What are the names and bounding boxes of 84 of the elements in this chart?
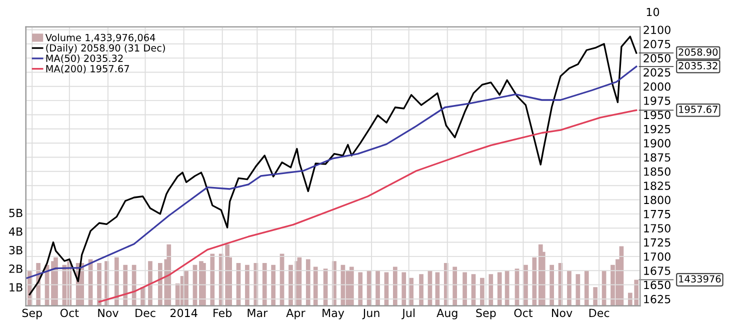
annotation: 2058.90 xyxy=(678,48,718,56)
x-tick-label: Oct xyxy=(514,308,533,318)
x-tick-label: Dec xyxy=(589,308,610,318)
y2-tick-label: 4B xyxy=(8,228,22,236)
x-tick-label: Feb xyxy=(214,308,232,318)
bar xyxy=(452,266,458,306)
bar xyxy=(288,264,293,306)
x-tick-label: Apr xyxy=(286,308,306,320)
y-tick-label: 1750 xyxy=(644,224,670,232)
bar xyxy=(210,254,215,306)
y-tick-label: 1925 xyxy=(644,124,670,134)
legend-label: MA(50) 2035.32 xyxy=(46,54,123,64)
legend-label: Volume 1,433,976,064 xyxy=(45,34,156,42)
x-tick-label: Nov xyxy=(98,308,118,318)
y-tick-label: 1900 xyxy=(644,139,670,148)
y2-tick-label: 3B xyxy=(9,246,22,254)
bar xyxy=(497,272,502,306)
bar xyxy=(462,272,467,306)
text: 1433976 xyxy=(679,275,721,283)
bar xyxy=(114,257,119,306)
x-tick-label: Dec xyxy=(136,308,156,318)
bar xyxy=(158,263,162,306)
y-tick-label: 1700 xyxy=(644,252,670,261)
bar xyxy=(271,264,276,306)
bar xyxy=(392,266,398,306)
bar xyxy=(402,272,406,306)
bar xyxy=(480,278,484,306)
y-tick-label: 1950 xyxy=(644,110,670,120)
y2-tick-label: 1B xyxy=(10,283,22,292)
x-tick-label: Mar xyxy=(248,308,268,318)
bar xyxy=(245,264,250,306)
bar xyxy=(306,259,310,306)
line-series xyxy=(26,66,638,279)
x-tick-label: Sep xyxy=(476,308,496,320)
x-tick-label: 2014 xyxy=(170,308,198,318)
y2-tick-label: 5B xyxy=(9,208,22,218)
y-tick-label: 2000 xyxy=(644,82,670,91)
bar xyxy=(202,263,206,306)
x-tick-label: Nov xyxy=(552,308,572,318)
annotation: 2035.32 xyxy=(678,62,718,70)
bar xyxy=(532,257,537,306)
annotation: 1957.67 xyxy=(679,106,718,114)
bar xyxy=(313,266,318,306)
x-tick-label: May xyxy=(322,308,344,320)
y-tick-label: 2025 xyxy=(644,68,670,77)
bar xyxy=(376,270,380,306)
bar xyxy=(97,263,102,306)
bar xyxy=(358,272,363,306)
y-tick-label: 1675 xyxy=(644,266,670,275)
bar xyxy=(349,266,354,306)
bar xyxy=(148,261,152,306)
legend-label: (Daily) 2058.90 (31 Dec) xyxy=(46,44,165,54)
y-tick-label: 2100 xyxy=(644,26,670,34)
y-tick-label: 1775 xyxy=(644,210,670,218)
line-series xyxy=(98,109,638,303)
text: 10 xyxy=(646,8,660,16)
bar xyxy=(488,274,494,306)
bar xyxy=(567,270,572,306)
y-tick-label: 1800 xyxy=(644,196,670,204)
y-tick-label: 2050 xyxy=(644,54,670,62)
x-tick-label: Jun xyxy=(362,308,380,320)
bar xyxy=(54,257,58,306)
bar xyxy=(262,263,267,306)
y-tick-label: 1850 xyxy=(644,167,670,176)
bar xyxy=(419,274,424,306)
bar xyxy=(524,264,528,306)
y-tick-label: 1625 xyxy=(644,294,670,304)
x-tick-label: Oct xyxy=(60,308,79,318)
x-tick-label: Sep xyxy=(22,308,42,320)
y-tick-label: 1650 xyxy=(644,280,670,290)
bar xyxy=(584,270,589,306)
line-series xyxy=(28,36,638,296)
y-tick-label: 1725 xyxy=(644,238,670,247)
x-tick-label: Aug xyxy=(436,308,458,320)
x-tick-label: Jul xyxy=(402,308,415,320)
y-tick-label: 1875 xyxy=(644,153,670,162)
y-tick-label: 1825 xyxy=(644,182,670,190)
y-tick-label: 1975 xyxy=(644,96,670,105)
bar xyxy=(550,264,554,306)
bar xyxy=(593,287,598,306)
legend-label: MA(200) 1957.67 xyxy=(46,64,129,74)
y-tick-label: 2075 xyxy=(644,40,670,48)
bar xyxy=(166,244,172,306)
y2-tick-label: 2B xyxy=(9,264,22,273)
